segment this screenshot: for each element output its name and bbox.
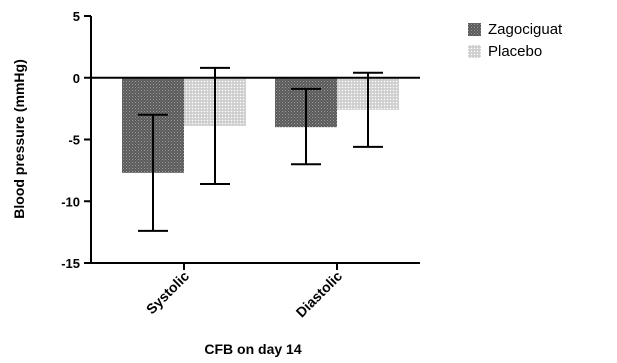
- error-bar-placebo-systolic: [200, 66, 230, 185]
- error-bar-zagociguat-systolic: [138, 113, 168, 232]
- legend-swatch-zagociguat: [468, 23, 481, 36]
- legend-label-placebo: Placebo: [488, 43, 542, 60]
- legend: Zagociguat Placebo: [468, 21, 563, 60]
- error-bars-group: [138, 66, 383, 232]
- y-tick-label: -5: [68, 133, 80, 148]
- error-bar-placebo-diastolic: [353, 71, 383, 148]
- y-tick-label: -10: [61, 194, 80, 209]
- legend-swatch-placebo: [468, 45, 481, 58]
- legend-label-zagociguat: Zagociguat: [488, 21, 563, 38]
- error-bar-zagociguat-diastolic: [291, 87, 321, 166]
- y-tick-label: -15: [61, 256, 80, 271]
- x-tick-label-diastolic: Diastolic: [293, 268, 346, 321]
- x-axis-title: CFB on day 14: [204, 341, 301, 357]
- y-tick-label: 5: [73, 9, 80, 24]
- y-tick-label: 0: [73, 71, 80, 86]
- legend-item-zagociguat: Zagociguat: [468, 21, 563, 38]
- legend-item-placebo: Placebo: [468, 43, 542, 60]
- bars-group: [122, 77, 399, 173]
- x-tick-label-systolic: Systolic: [143, 268, 192, 317]
- y-axis-title: Blood pressure (mmHg): [11, 59, 27, 218]
